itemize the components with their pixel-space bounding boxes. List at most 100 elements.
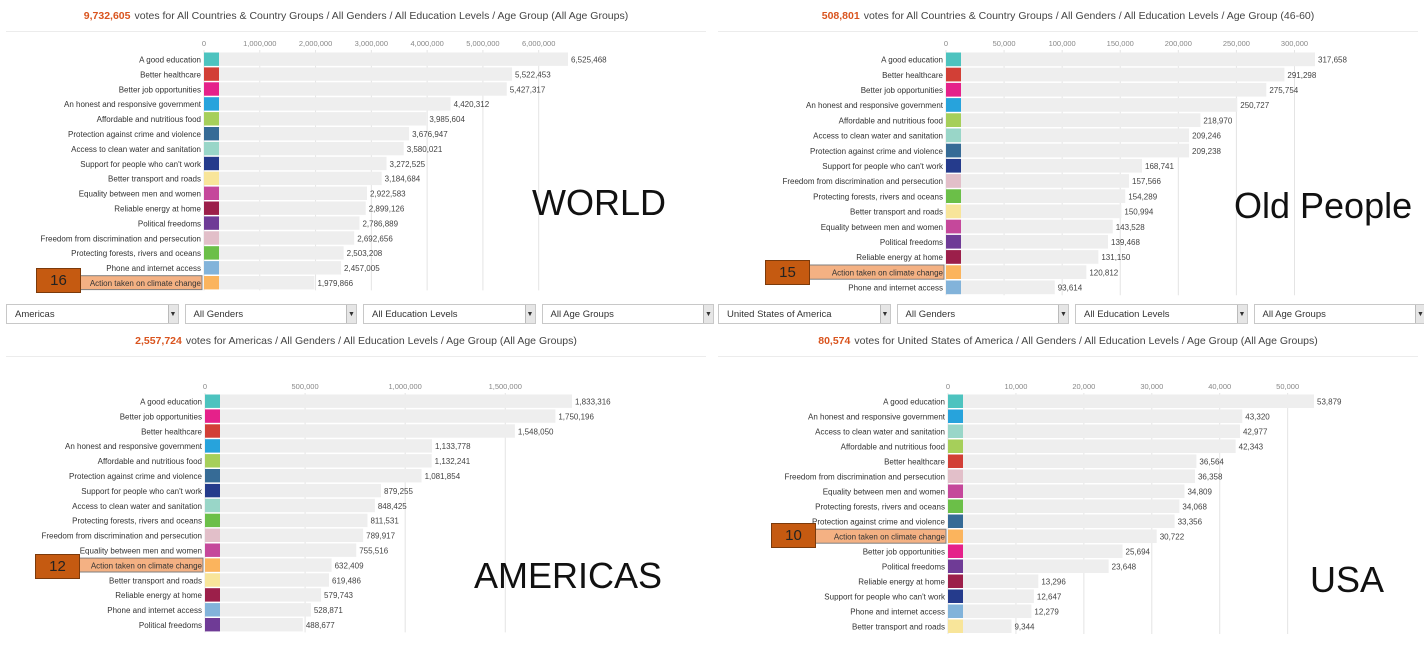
bar [204,246,344,260]
rank-badge: 15 [765,260,810,285]
chart-panel-old-people: 508,801 votes for All Countries & Country… [712,0,1424,325]
bar [205,618,303,632]
data-label: 2,503,208 [347,249,383,258]
data-label: 848,425 [378,502,407,511]
data-label: 6,525,468 [571,55,607,64]
bar-color-swatch [205,558,220,572]
title-divider [6,356,706,357]
category-label: Political freedoms [880,238,943,247]
data-label: 2,457,005 [344,264,380,273]
bar [946,234,1109,249]
category-label: Equality between men and women [80,546,202,555]
bar-color-swatch [204,141,219,156]
bar-color-swatch [948,469,963,483]
gender-select[interactable]: All Genders ▼ [896,304,1069,324]
bar-color-swatch [205,513,220,528]
bar [204,67,513,81]
category-label: Phone and internet access [850,608,945,617]
category-label: An honest and responsive government [65,442,203,451]
education-select[interactable]: All Education Levels ▼ [1075,304,1248,324]
x-tick-label: 50,000 [1276,382,1299,391]
bar [948,394,1314,408]
x-tick-label: 1,000,000 [388,382,421,391]
x-tick-label: 30,000 [1140,382,1163,391]
chevron-down-icon[interactable]: ▼ [879,305,890,323]
bar-color-swatch [205,439,220,453]
bar [204,276,315,290]
bar [946,98,1238,112]
chevron-down-icon[interactable]: ▼ [167,305,178,323]
bar [946,174,1130,188]
chevron-down-icon[interactable]: ▼ [1236,305,1247,323]
category-label: Protection against crime and violence [810,147,944,156]
category-label: Protecting forests, rivers and oceans [815,503,945,512]
data-label: 2,899,126 [369,204,405,213]
bar-color-swatch [205,394,220,408]
data-label: 811,531 [370,517,399,526]
filter-bar: Americas ▼ All Genders ▼ All Education Lev… [6,304,714,326]
bar-color-swatch [946,280,961,295]
bar [204,52,568,66]
age-select[interactable]: All Age Groups ▼ [1253,304,1424,324]
chevron-down-icon[interactable]: ▼ [1058,305,1068,323]
filter-bar: United States of America ▼ All Genders ▼ A… [718,304,1424,326]
bar [946,204,1122,219]
category-label: Better transport and roads [109,576,202,585]
x-tick-label: 10,000 [1004,382,1027,391]
education-select-value: All Education Levels [372,308,458,320]
bar-color-swatch [205,498,220,513]
data-label: 619,486 [332,576,361,585]
chevron-down-icon[interactable]: ▼ [703,305,713,323]
data-label: 755,516 [359,546,388,555]
chart-title: 9,732,605 votes for All Countries & Count… [0,10,712,22]
gender-select[interactable]: All Genders ▼ [184,304,357,324]
bar [948,619,1012,633]
bar [946,265,1087,279]
country-select-value: United States of America [727,308,832,320]
bar-chart: 0 1,000,000 2,000,000 3,000,000 4,000,000 5,0… [40,39,607,291]
chart-title: 2,557,724 votes for Americas / All Gender… [0,335,712,347]
country-select[interactable]: United States of America ▼ [718,304,891,324]
data-label: 25,694 [1126,548,1151,557]
x-tick-label: 3,000,000 [355,39,388,48]
chevron-down-icon[interactable]: ▼ [524,305,535,323]
data-label: 209,238 [1192,147,1221,156]
data-label: 275,754 [1269,86,1298,95]
category-label: Freedom from discrimination and persecut… [40,234,201,243]
category-label: Freedom from discrimination and persecut… [782,177,943,186]
vote-count: 9,732,605 [83,10,131,22]
data-label: 1,548,050 [518,427,554,436]
chevron-down-icon[interactable]: ▼ [346,305,356,323]
data-label: 632,409 [335,561,364,570]
bar-color-swatch [946,234,961,249]
data-label: 4,420,312 [454,100,490,109]
age-select[interactable]: All Age Groups ▼ [541,304,714,324]
bar-color-swatch [946,204,961,219]
bar-color-swatch [946,82,961,97]
chevron-down-icon[interactable]: ▼ [1415,305,1424,323]
data-label: 34,068 [1182,503,1207,512]
bar [205,588,322,602]
data-label: 157,566 [1132,177,1161,186]
x-tick-label: 0 [946,382,950,391]
age-select-value: All Age Groups [550,308,614,320]
bar-color-swatch [204,156,219,171]
bar-color-swatch [948,454,963,468]
bar [205,498,375,513]
data-label: 1,833,316 [575,397,611,406]
bar-color-swatch [946,219,961,234]
country-select[interactable]: Americas ▼ [6,304,179,324]
data-label: 528,871 [314,606,343,615]
bar-color-swatch [946,265,961,279]
data-label: 139,468 [1111,238,1140,247]
data-label: 131,150 [1101,253,1130,262]
bar [204,156,387,171]
education-select[interactable]: All Education Levels ▼ [363,304,536,324]
bar-color-swatch [204,216,219,230]
bar-color-swatch [205,603,220,617]
bar-color-swatch [946,250,961,264]
category-label: Access to clean water and sanitation [815,428,945,437]
x-tick-label: 50,000 [993,39,1016,48]
category-label: Action taken on climate change [91,561,203,570]
bar-color-swatch [948,574,963,588]
